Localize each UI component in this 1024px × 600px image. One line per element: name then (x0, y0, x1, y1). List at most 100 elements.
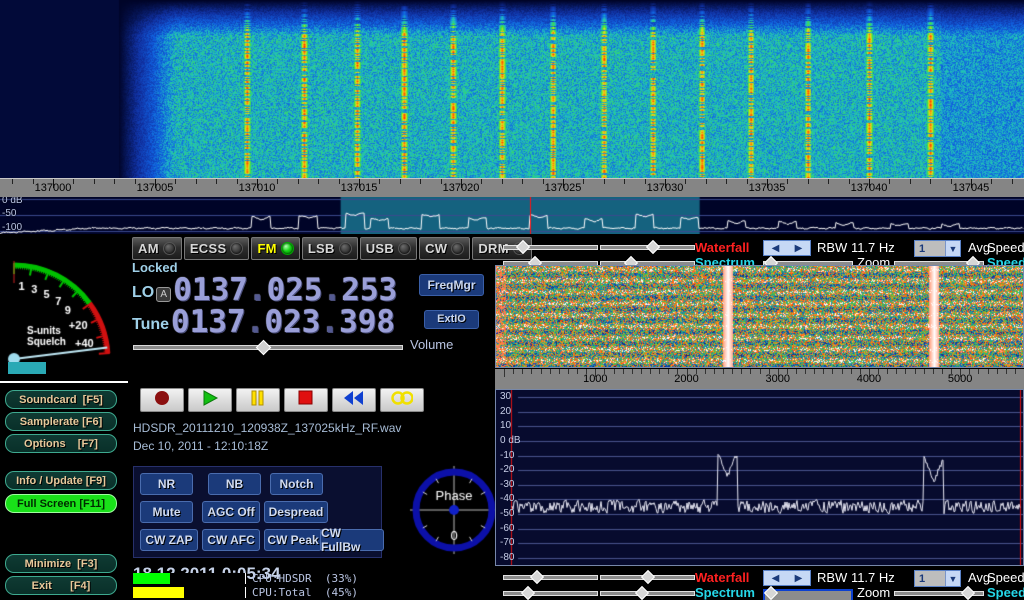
af-scale-tick (567, 369, 569, 374)
lo-auto-badge[interactable]: A (156, 287, 172, 302)
lo-tag-label: LO (132, 284, 155, 301)
dsp-button-nr[interactable]: NR (140, 473, 193, 495)
tape-button[interactable] (380, 388, 424, 412)
slider-thumb[interactable] (635, 585, 650, 600)
scale-tick (848, 179, 850, 184)
dsp-button-cw-peak[interactable]: CW Peak (264, 529, 322, 551)
dsp-button-nb[interactable]: NB (208, 473, 261, 495)
rf-db-label-0: 0 dB (2, 197, 23, 206)
sidebar-button-info[interactable]: Info / Update [F9] (5, 471, 117, 490)
mode-button-fm[interactable]: FM (251, 237, 300, 260)
af-waterfall-display[interactable] (495, 265, 1024, 368)
af-frequency-scale[interactable]: 1000 2000 3000 4000 5000 (495, 369, 1024, 389)
chevron-left-icon[interactable]: ◀ (771, 572, 780, 584)
dsp-button-cw-fullbw[interactable]: CW FullBw (320, 526, 384, 554)
avg-select[interactable]: 1 ▼ (914, 240, 961, 257)
sidebar-button-exit[interactable]: Exit [F4] (5, 576, 117, 595)
af-scale-tick (549, 369, 551, 374)
lo-frequency-value[interactable]: 0137.025.253 (173, 272, 398, 308)
mode-button-usb[interactable]: USB (359, 237, 418, 260)
sidebar-button-options[interactable]: Options [F7] (5, 434, 117, 453)
slider-thumb[interactable] (640, 569, 655, 585)
dsp-button-cw-afc[interactable]: CW AFC (202, 529, 260, 551)
af-scale-tick (941, 369, 943, 374)
mode-button-lsb[interactable]: LSB (301, 237, 358, 260)
waterfall-brightness-slider[interactable] (600, 569, 695, 585)
af-scale-tick (823, 369, 825, 374)
chevron-down-icon[interactable]: ▼ (945, 571, 960, 586)
rewind-button[interactable] (332, 388, 376, 412)
chevron-left-icon[interactable]: ◀ (771, 242, 780, 254)
dsp-button-mute[interactable]: Mute (140, 501, 193, 523)
af-db-label: -10 (500, 449, 515, 461)
sidebar-button-label: Soundcard [F5] (19, 393, 103, 406)
dsp-button-cw-zap[interactable]: CW ZAP (140, 529, 198, 551)
recording-filename: HDSDR_20111210_120938Z_137025kHz_RF.wav (133, 421, 402, 435)
rf-frequency-scale[interactable]: 137000 137005 137010 137015 137020 137025 1370… (0, 178, 1024, 197)
slider-thumb[interactable] (521, 585, 536, 600)
af-scale-tick (613, 369, 615, 374)
scale-tick (461, 179, 462, 188)
af-scale-tick (832, 369, 834, 374)
mode-button-ecss[interactable]: ECSS (183, 237, 250, 260)
spectrum-brightness-slider[interactable] (600, 585, 695, 600)
slider-thumb[interactable] (960, 585, 975, 600)
sidebar-button-minimize[interactable]: Minimize [F3] (5, 554, 117, 573)
af-scale-tick (969, 369, 971, 374)
zoom-slider[interactable] (763, 585, 853, 600)
scale-tick (746, 179, 748, 184)
slider-thumb[interactable] (529, 569, 544, 585)
af-db-label: 10 (500, 420, 512, 432)
af-scale-tick (668, 369, 670, 374)
tune-frequency-value[interactable]: 0137.023.398 (171, 304, 396, 340)
dsp-button-despread[interactable]: Despread (264, 501, 328, 523)
waterfall-contrast-slider[interactable] (503, 239, 598, 255)
waterfall-contrast-slider[interactable] (503, 569, 598, 585)
rf-spectrum-display[interactable]: 0 dB -50 -100 (0, 197, 1024, 234)
rbw-stepper[interactable]: ◀ ▶ (763, 570, 811, 586)
mode-button-am[interactable]: AM (132, 237, 182, 260)
mode-button-cw[interactable]: CW (419, 237, 471, 260)
sidebar-button-samplerate[interactable]: Samplerate [F6] (5, 412, 117, 431)
volume-slider[interactable] (133, 339, 403, 356)
scale-tick (787, 179, 789, 184)
scale-tick (175, 179, 177, 184)
af-spectrum-display[interactable]: 30 20 10 0 dB -10 -20 -30 -40 -50 -60 -70 -80 (495, 389, 1024, 566)
slider-thumb[interactable] (516, 239, 531, 255)
dsp-button-notch[interactable]: Notch (270, 473, 323, 495)
scale-tick-label: 137045 (952, 182, 990, 194)
chevron-right-icon[interactable]: ▶ (794, 242, 803, 254)
record-button[interactable] (140, 388, 184, 412)
scale-tick (114, 179, 116, 184)
play-button[interactable] (188, 388, 232, 412)
pause-button[interactable] (236, 388, 280, 412)
sidebar-button-label: Full Screen [F11] (16, 497, 106, 510)
scale-tick-label: 137025 (544, 182, 582, 194)
mode-led-icon (162, 242, 176, 255)
sidebar-button-soundcard[interactable]: Soundcard [F5] (5, 390, 117, 409)
stop-button[interactable] (284, 388, 328, 412)
squelch-level-bar[interactable] (8, 362, 46, 374)
freq-manager-button[interactable]: FreqMgr (419, 274, 484, 296)
chevron-right-icon[interactable]: ▶ (794, 572, 803, 584)
waterfall-brightness-slider[interactable] (600, 239, 695, 255)
dsp-button-label: CW ZAP (145, 533, 193, 547)
speed-slider[interactable] (894, 585, 984, 600)
rf-waterfall-display[interactable] (0, 0, 1024, 178)
mode-label: ECSS (189, 241, 227, 256)
tune-frequency-row[interactable]: Tune 0137.023.398 (132, 306, 395, 338)
slider-thumb[interactable] (645, 239, 660, 255)
avg-select[interactable]: 1 ▼ (914, 570, 961, 587)
dsp-button-agc-off[interactable]: AGC Off (202, 501, 260, 523)
sidebar-button-full[interactable]: Full Screen [F11] (5, 494, 117, 513)
rewind-icon (343, 389, 365, 412)
extio-button[interactable]: ExtIO (424, 310, 479, 329)
spectrum-contrast-slider[interactable] (503, 585, 598, 600)
chevron-down-icon[interactable]: ▼ (945, 241, 960, 256)
lo-frequency-row[interactable]: LO A 0137.025.253 (132, 274, 397, 306)
volume-thumb[interactable] (255, 339, 271, 356)
rbw-stepper[interactable]: ◀ ▶ (763, 240, 811, 256)
af-scale-tick (960, 369, 962, 377)
af-scale-tick (795, 369, 797, 374)
waterfall-label: Waterfall (695, 240, 750, 255)
